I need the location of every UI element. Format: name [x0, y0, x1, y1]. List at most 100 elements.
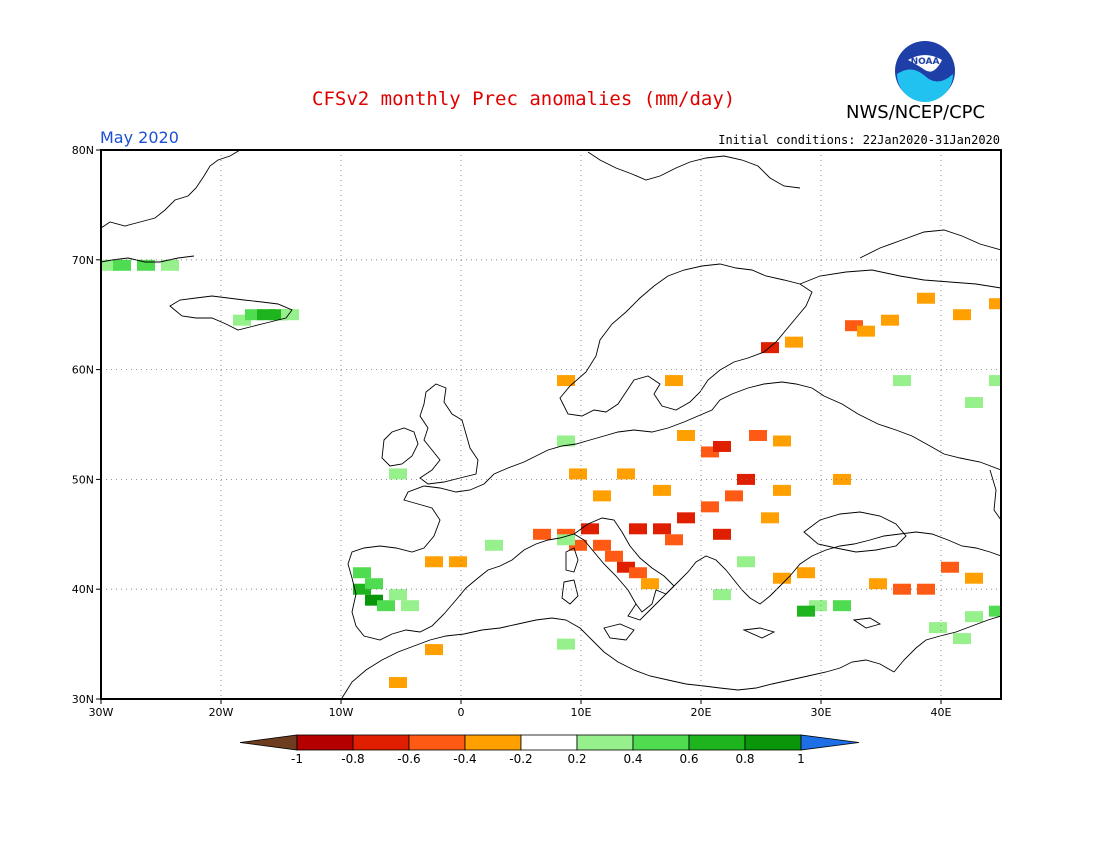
colorbar-swatch: [296, 734, 354, 751]
lon-tick-label: 20E: [691, 706, 712, 719]
lat-tick-label: 80N: [72, 144, 94, 157]
colorbar-swatch: [576, 734, 634, 751]
anomaly-cell: [677, 429, 695, 441]
lon-tick-label: 10E: [571, 706, 592, 719]
colorbar-label: -0.8: [341, 752, 364, 766]
anomaly-cell: [725, 490, 743, 502]
anomaly-cell: [449, 556, 467, 568]
anomaly-cell: [137, 259, 155, 271]
anomaly-cell: [761, 512, 779, 524]
forecast-period: May 2020: [100, 128, 179, 147]
anomaly-cell: [929, 622, 947, 634]
colorbar-high-extend: [800, 734, 860, 751]
colorbar-swatch: [408, 734, 466, 751]
colorbar-swatch: [744, 734, 802, 751]
anomaly-cell: [749, 429, 767, 441]
anomaly-cell: [569, 468, 587, 480]
colorbar-swatch: [632, 734, 690, 751]
anomaly-cell: [965, 611, 983, 623]
anomaly-cell: [617, 468, 635, 480]
lon-tick-label: 30W: [89, 706, 114, 719]
anomaly-cell: [377, 600, 395, 612]
logo-text: NOAA: [911, 57, 940, 67]
colorbar-swatch: [352, 734, 410, 751]
anomaly-cell: [989, 298, 1001, 310]
anomaly-cell: [269, 309, 287, 321]
anomaly-cell: [485, 539, 503, 551]
anomaly-cell: [113, 259, 131, 271]
anomaly-cell: [653, 523, 671, 535]
lat-tick-label: 60N: [72, 364, 94, 377]
colorbar-swatch: [520, 734, 578, 751]
colorbar-label: 0.2: [567, 752, 586, 766]
coastlines: [101, 150, 1001, 699]
lon-tick-label: 40E: [931, 706, 952, 719]
anomaly-cell: [557, 534, 575, 546]
anomaly-cell: [953, 309, 971, 321]
anomaly-cell: [233, 314, 251, 326]
lat-tick-label: 70N: [72, 254, 94, 267]
anomaly-cell: [557, 375, 575, 387]
anomaly-cell: [281, 309, 299, 321]
colorbar-label: 1: [797, 752, 805, 766]
anomaly-cell: [713, 589, 731, 601]
anomaly-cell: [557, 435, 575, 447]
anomaly-cell: [773, 572, 791, 584]
anomaly-cell: [365, 578, 383, 590]
anomaly-cell: [953, 633, 971, 645]
initial-conditions: Initial conditions: 22Jan2020-31Jan2020: [718, 133, 1000, 147]
lat-tick-label: 30N: [72, 693, 94, 706]
anomaly-cell: [593, 490, 611, 502]
anomaly-cell: [713, 440, 731, 452]
colorbar-label: 0.4: [623, 752, 642, 766]
noaa-logo: NOAA: [895, 41, 955, 102]
colorbar: -1 -0.8 -0.6 -0.4 -0.2 0.2 0.4 0.6 0.8 1: [239, 734, 860, 766]
anomaly-cell: [389, 589, 407, 601]
anomaly-cell: [773, 484, 791, 496]
anomaly-cell: [797, 567, 815, 579]
lon-tick-label: 0: [458, 706, 465, 719]
anomaly-cell: [425, 556, 443, 568]
anomaly-cell: [737, 556, 755, 568]
anomaly-cell: [845, 320, 863, 332]
anomaly-cell: [101, 259, 119, 271]
anomaly-cell: [881, 314, 899, 326]
anomaly-cell: [665, 534, 683, 546]
agency-label: NWS/NCEP/CPC: [846, 102, 986, 123]
colorbar-label: 0.6: [679, 752, 698, 766]
anomaly-cell: [533, 528, 551, 540]
anomaly-cell: [941, 561, 959, 573]
lat-tick-label: 50N: [72, 473, 94, 486]
anomaly-cell: [401, 600, 419, 612]
colorbar-label: 0.8: [735, 752, 754, 766]
anomaly-cell: [389, 677, 407, 689]
anomaly-cell: [869, 578, 887, 590]
anomaly-cell: [701, 446, 719, 458]
anomaly-cell: [917, 292, 935, 304]
anomaly-cell: [617, 561, 635, 573]
anomaly-cell: [833, 600, 851, 612]
anomaly-cell: [629, 567, 647, 579]
lat-tick-label: 40N: [72, 583, 94, 596]
anomaly-cell: [581, 523, 599, 535]
anomaly-cell: [161, 259, 179, 271]
anomaly-cell: [893, 375, 911, 387]
lat-lon-grid: [101, 150, 1001, 699]
anomaly-cell: [773, 435, 791, 447]
anomaly-cell: [989, 605, 1001, 617]
anomaly-cell: [557, 638, 575, 650]
anomaly-cell: [989, 375, 1001, 387]
anomaly-cell: [365, 594, 383, 606]
anomaly-cell: [257, 309, 275, 321]
anomaly-cell: [713, 528, 731, 540]
anomaly-cell: [245, 309, 263, 321]
anomaly-cell: [761, 342, 779, 354]
colorbar-swatch: [688, 734, 746, 751]
anomaly-cell: [965, 397, 983, 409]
anomaly-cell: [809, 600, 827, 612]
anomaly-cell: [965, 572, 983, 584]
anomaly-cell: [569, 539, 587, 551]
lon-tick-label: 30E: [811, 706, 832, 719]
colorbar-swatch: [464, 734, 522, 751]
